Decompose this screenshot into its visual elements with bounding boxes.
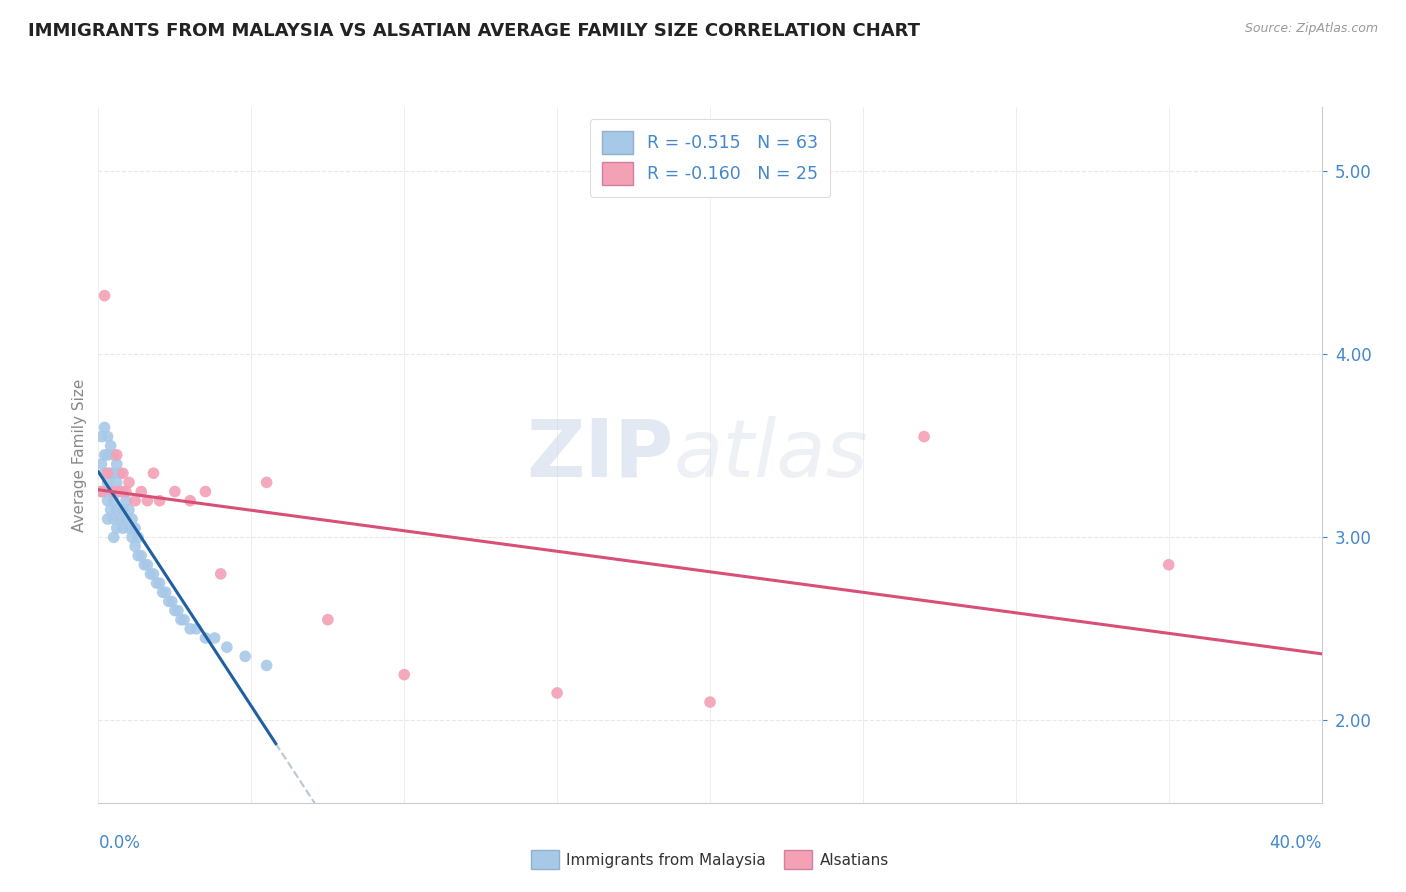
Text: IMMIGRANTS FROM MALAYSIA VS ALSATIAN AVERAGE FAMILY SIZE CORRELATION CHART: IMMIGRANTS FROM MALAYSIA VS ALSATIAN AVE… xyxy=(28,22,920,40)
Point xyxy=(97,467,120,481)
Point xyxy=(142,467,165,481)
Point xyxy=(179,622,201,636)
Point xyxy=(124,521,146,535)
Point xyxy=(97,475,120,490)
Point xyxy=(233,649,256,664)
Point xyxy=(105,475,128,490)
Point xyxy=(100,484,122,499)
Point xyxy=(160,594,183,608)
Point xyxy=(142,566,165,581)
Point xyxy=(118,521,141,535)
Point xyxy=(93,448,115,462)
Point xyxy=(149,493,172,508)
Point xyxy=(105,521,128,535)
Point xyxy=(145,576,167,591)
Point xyxy=(194,631,217,645)
Point xyxy=(90,484,112,499)
Point xyxy=(170,613,193,627)
Point xyxy=(108,484,131,499)
Point xyxy=(103,512,125,526)
Point xyxy=(139,566,162,581)
Point xyxy=(256,475,278,490)
Point xyxy=(105,503,128,517)
Point xyxy=(111,521,134,535)
Point xyxy=(157,594,180,608)
Point xyxy=(186,622,208,636)
Point xyxy=(179,493,201,508)
Point xyxy=(129,549,152,563)
Point xyxy=(129,484,152,499)
Text: atlas: atlas xyxy=(673,416,868,494)
Point xyxy=(90,429,112,443)
Point xyxy=(103,448,125,462)
Point xyxy=(136,558,159,572)
Point xyxy=(124,540,146,554)
Point xyxy=(149,576,172,591)
Point xyxy=(136,493,159,508)
Point xyxy=(163,603,186,617)
Legend: Immigrants from Malaysia, Alsatians: Immigrants from Malaysia, Alsatians xyxy=(524,845,896,875)
Point xyxy=(204,631,226,645)
Point xyxy=(115,512,138,526)
Point xyxy=(163,484,186,499)
Point xyxy=(111,467,134,481)
Point xyxy=(105,457,128,471)
Point xyxy=(127,530,149,544)
Point xyxy=(155,585,177,599)
Text: ZIP: ZIP xyxy=(526,416,673,494)
Point xyxy=(209,566,232,581)
Point xyxy=(93,484,115,499)
Point xyxy=(93,467,115,481)
Point xyxy=(118,475,141,490)
Point xyxy=(97,429,120,443)
Point xyxy=(111,484,134,499)
Point xyxy=(100,467,122,481)
Point xyxy=(103,530,125,544)
Point xyxy=(93,288,115,302)
Point xyxy=(127,549,149,563)
Text: 40.0%: 40.0% xyxy=(1270,834,1322,852)
Point xyxy=(215,640,238,655)
Point xyxy=(167,603,190,617)
Point xyxy=(1157,558,1180,572)
Point xyxy=(316,613,339,627)
Point xyxy=(115,493,138,508)
Point xyxy=(111,503,134,517)
Point xyxy=(256,658,278,673)
Point xyxy=(97,512,120,526)
Point xyxy=(90,484,112,499)
Point xyxy=(90,457,112,471)
Point xyxy=(134,558,156,572)
Point xyxy=(124,493,146,508)
Point xyxy=(108,512,131,526)
Point xyxy=(194,484,217,499)
Point xyxy=(93,420,115,434)
Point xyxy=(121,530,143,544)
Point xyxy=(546,686,568,700)
Point xyxy=(103,484,125,499)
Point xyxy=(105,448,128,462)
Text: Source: ZipAtlas.com: Source: ZipAtlas.com xyxy=(1244,22,1378,36)
Y-axis label: Average Family Size: Average Family Size xyxy=(72,378,87,532)
Point xyxy=(392,667,416,681)
Point xyxy=(103,467,125,481)
Point xyxy=(115,484,138,499)
Point xyxy=(699,695,721,709)
Point xyxy=(108,467,131,481)
Text: 0.0%: 0.0% xyxy=(98,834,141,852)
Point xyxy=(118,503,141,517)
Point xyxy=(121,512,143,526)
Point xyxy=(97,448,120,462)
Point xyxy=(108,484,131,499)
Point xyxy=(152,585,174,599)
Point xyxy=(100,439,122,453)
Point xyxy=(173,613,195,627)
Point xyxy=(912,429,935,443)
Point xyxy=(100,503,122,517)
Point xyxy=(97,493,120,508)
Point xyxy=(103,493,125,508)
